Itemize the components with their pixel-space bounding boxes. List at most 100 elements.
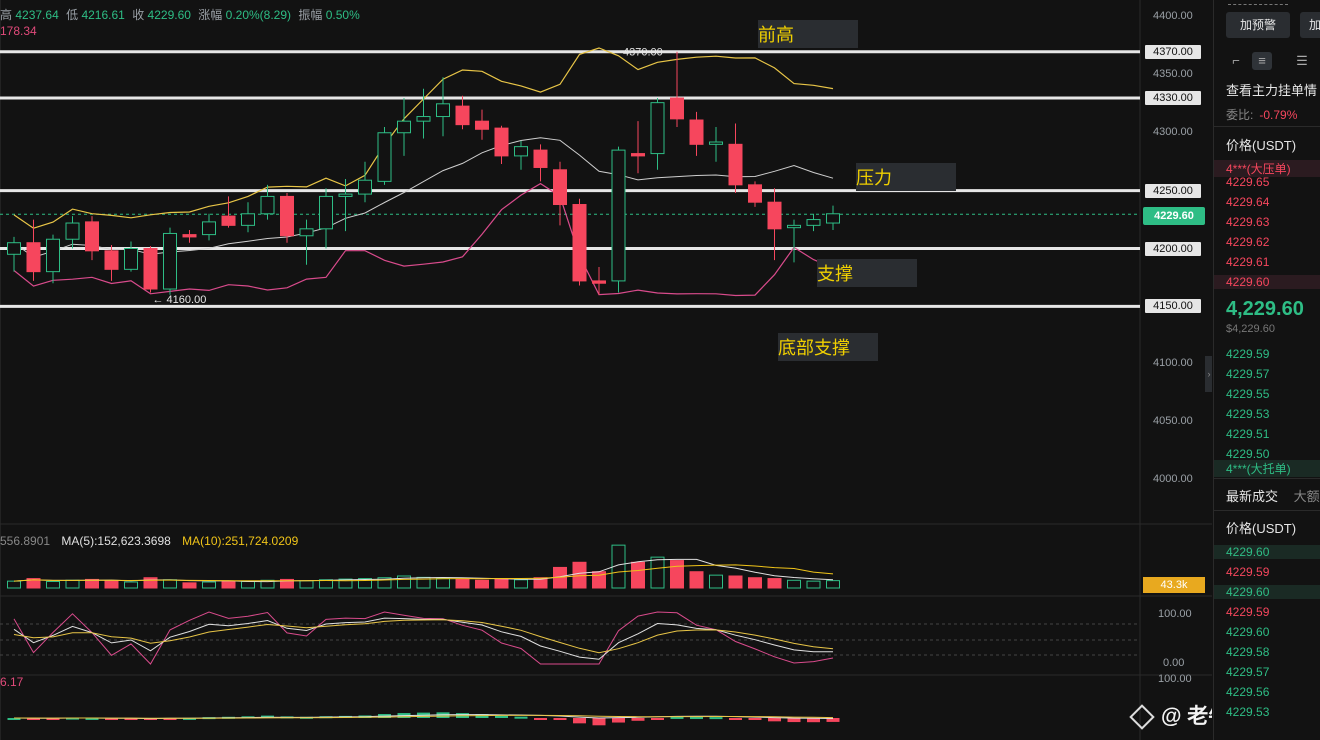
kdj-value: 6.17 <box>0 675 24 689</box>
candle-body <box>260 195 275 215</box>
macd-bar <box>670 716 684 719</box>
volume-bar <box>826 580 840 589</box>
volume-bar <box>514 579 528 589</box>
collapse-panel-handle[interactable]: › <box>1205 356 1212 392</box>
last-price: 4,229.60 <box>1226 298 1304 320</box>
level-price-tag: 4200.00 <box>1145 241 1201 256</box>
volume-bar <box>455 578 470 589</box>
boll-lower-line <box>13 182 834 297</box>
volume-legend: 556.8901 MA(5):152,623.3698 MA(10):251,7… <box>0 534 298 548</box>
candle-body <box>689 119 704 145</box>
volume-bar <box>689 571 704 589</box>
macd-bar <box>748 718 762 720</box>
add-alert-button[interactable]: 加预警 <box>1226 12 1290 38</box>
candlestick-chart[interactable]: 4370.00 ← 4160.00 <box>0 0 1212 740</box>
macd-bar <box>46 718 60 720</box>
volume-bar <box>65 579 80 589</box>
price-tick-label: 4100.00 <box>1153 357 1193 370</box>
level-price-tag: 4250.00 <box>1145 183 1201 198</box>
candle-body <box>299 228 314 237</box>
kdj-j-line <box>13 611 834 665</box>
order-book-panel: 加预警 加 ⌐ ≡ ☰ 查看主力挂单情 委比: -0.79% 价格(USDT) 4… <box>1213 0 1320 740</box>
trade-row: 4229.59 <box>1226 565 1270 579</box>
volume-bar <box>163 579 177 589</box>
candle-body <box>767 201 782 230</box>
macd-bar <box>534 718 547 720</box>
tab-big-trades[interactable]: 大额 <box>1293 489 1320 504</box>
candle-body <box>728 143 743 186</box>
macd-bar <box>631 718 645 721</box>
trade-row: 4229.57 <box>1226 665 1270 679</box>
change-label: 涨幅 <box>198 8 223 22</box>
candle-body <box>670 97 684 120</box>
kdj-k-line <box>13 617 834 660</box>
add-button[interactable]: 加 <box>1300 12 1320 38</box>
depth-title[interactable]: 查看主力挂单情 <box>1226 83 1318 98</box>
candle-body <box>553 169 567 206</box>
order-ratio-value: -0.79% <box>1259 108 1298 122</box>
trade-row: 4229.58 <box>1226 645 1270 659</box>
volume-bar <box>436 577 450 589</box>
trade-row: 4229.53 <box>1226 705 1270 719</box>
big-ask-row: 4***(大压单) <box>1214 160 1320 177</box>
macd-bar <box>7 718 21 720</box>
tab-latest-trades[interactable]: 最新成交 <box>1226 489 1279 504</box>
candle-body <box>124 248 138 270</box>
trades-price-header: 价格(USDT) <box>1226 521 1297 536</box>
chart-area[interactable]: 4370.00 ← 4160.00 高 4237.64 低 4216.61 收 4… <box>0 0 1212 740</box>
orderbook-split-icon[interactable]: ≡ <box>1252 52 1272 70</box>
close-value: 4229.60 <box>147 8 191 22</box>
high-value: 4237.64 <box>15 8 59 22</box>
candle-body <box>494 127 509 157</box>
kdj-axis-top: 100.00 <box>1158 608 1192 620</box>
kdj-axis-bottom: 0.00 <box>1163 657 1185 669</box>
candle-body <box>26 242 41 273</box>
orderbook-both-icon[interactable]: ⌐ <box>1232 53 1240 68</box>
volume-bar <box>280 578 294 589</box>
ask-row: 4229.63 <box>1226 215 1270 229</box>
trades-tabs: 最新成交 大额 <box>1226 486 1320 505</box>
ask-row: 4229.65 <box>1226 175 1270 189</box>
macd-bar <box>85 717 99 720</box>
volume-bar <box>202 581 216 589</box>
ohlc-readout: 高 4237.64 低 4216.61 收 4229.60 涨幅 0.20%(8… <box>0 6 360 23</box>
low-label: 低 <box>66 8 79 22</box>
close-label: 收 <box>132 8 145 22</box>
macd-bar <box>27 718 40 720</box>
price-header: 价格(USDT) <box>1226 138 1297 153</box>
macd-bar <box>183 717 196 720</box>
macd-bar <box>612 718 625 723</box>
macd-bar <box>826 718 840 722</box>
volume-bar <box>182 582 197 589</box>
volume-ma10-line <box>13 564 834 582</box>
candle-body <box>572 204 587 282</box>
change-value: 0.20%(8.29) <box>225 8 292 22</box>
volume-bar <box>221 580 236 589</box>
volume-bar <box>26 578 41 589</box>
price-tick-label: 4300.00 <box>1153 125 1193 138</box>
volume-bar <box>85 578 99 589</box>
macd-bar <box>690 717 703 720</box>
max-price-marker: 4370.00 <box>623 47 663 59</box>
level-price-tag: 4370.00 <box>1145 44 1201 59</box>
candle-body <box>611 149 626 282</box>
orderbook-list-icon[interactable]: ☰ <box>1296 53 1308 68</box>
macd-bar <box>709 717 723 720</box>
watermark: @ 老牛说趋势 <box>1129 700 1212 731</box>
ask-row: 4229.60 <box>1214 275 1320 289</box>
order-ratio: 委比: -0.79% <box>1226 108 1298 122</box>
candle-body <box>436 103 450 118</box>
macd-dea-line <box>14 714 834 719</box>
volume-bar <box>7 580 21 589</box>
volume-bar <box>104 580 119 589</box>
candle-body <box>709 141 723 145</box>
top-divider <box>1228 4 1288 5</box>
volume-bar <box>377 577 392 589</box>
volume-bar <box>650 556 665 589</box>
kdj-d-line <box>13 619 834 654</box>
macd-bar <box>768 718 781 722</box>
volume-bar <box>46 580 60 589</box>
candle-body <box>787 224 801 229</box>
macd-bar <box>124 718 138 720</box>
volume-bar <box>533 577 548 589</box>
